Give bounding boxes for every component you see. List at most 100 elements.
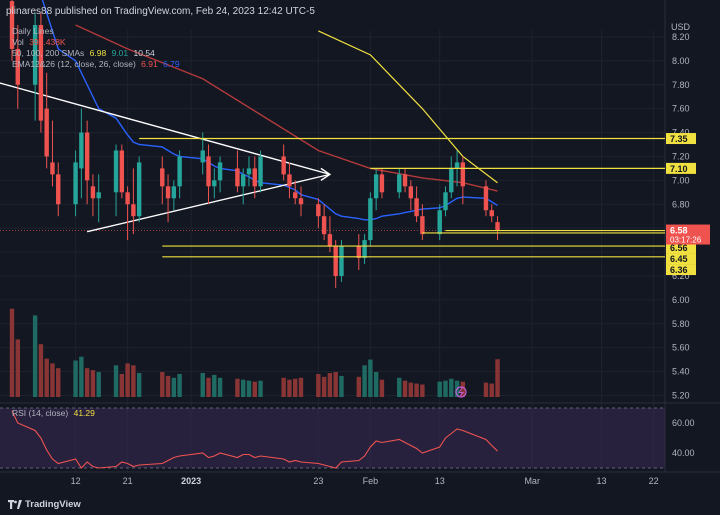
volume-bar — [131, 365, 136, 397]
candle-body — [414, 198, 419, 217]
volume-bar — [241, 379, 246, 397]
volume-bar — [119, 373, 125, 397]
volume-bar — [96, 372, 101, 397]
time-axis-tick: 22 — [649, 476, 659, 486]
tradingview-logo-icon — [8, 500, 22, 509]
time-axis-tick: 2023 — [181, 476, 201, 486]
candle-body — [84, 132, 90, 181]
volume-bar — [217, 377, 223, 397]
price-axis-tick: 5.40 — [672, 367, 690, 377]
candle-body — [483, 186, 489, 211]
candle-body — [160, 168, 165, 187]
candle-body — [460, 162, 466, 187]
level-label-bg — [666, 133, 696, 145]
candle-body — [241, 174, 246, 187]
volume-bar — [333, 372, 338, 397]
volume-bar — [44, 358, 49, 397]
candle-body — [449, 168, 454, 193]
volume-bar — [402, 380, 408, 397]
volume-bar — [136, 373, 142, 397]
candle-body — [443, 192, 448, 211]
volume-bar — [287, 379, 292, 397]
trendline — [0, 82, 331, 176]
candle-body — [339, 246, 344, 276]
volume-bar — [368, 359, 373, 397]
volume-bar — [483, 382, 489, 397]
level-label: 7.10 — [670, 164, 688, 174]
legend-rsi-value: 41.29 — [73, 408, 95, 418]
price-axis-tick: 5.60 — [672, 343, 690, 353]
volume-bar — [414, 383, 419, 397]
volume-bar — [206, 377, 211, 397]
candle-body — [177, 156, 182, 187]
volume-bar — [165, 375, 171, 397]
price-axis-tick: 7.20 — [672, 151, 690, 161]
candle-body — [454, 162, 460, 169]
level-label-bg — [666, 264, 696, 276]
candle-body — [200, 150, 205, 163]
candle-body — [212, 180, 217, 187]
volume-bar — [373, 372, 379, 397]
rsi-line — [11, 410, 498, 469]
time-axis-tick: 23 — [313, 476, 323, 486]
volume-bar — [397, 377, 402, 397]
candle-body — [44, 108, 49, 157]
volume-bar — [252, 381, 257, 397]
price-axis-tick: 5.80 — [672, 319, 690, 329]
volume-bar — [246, 380, 252, 397]
legend-rsi: RSI (14, close) 41.29 — [12, 408, 98, 418]
legend-rsi-label: RSI (14, close) — [12, 408, 69, 418]
candle-body — [298, 198, 304, 205]
level-label-bg — [666, 162, 696, 174]
volume-bar — [327, 373, 333, 397]
price-axis-tick: 7.80 — [672, 80, 690, 90]
candle-body — [316, 204, 321, 217]
volume-bar — [460, 381, 466, 397]
volume-bar — [90, 370, 96, 397]
candle-body — [293, 192, 298, 199]
candle-body — [373, 174, 379, 199]
last-price-value: 6.58 — [670, 226, 688, 236]
volume-bar — [258, 380, 263, 397]
candle-body — [206, 156, 211, 187]
volume-bar — [408, 382, 414, 397]
flash-icon-bolt — [458, 387, 465, 397]
candle-body — [321, 216, 327, 235]
candle-body — [252, 168, 257, 187]
candle-body — [379, 174, 385, 193]
price-axis-tick: 5.20 — [672, 390, 690, 400]
candle-body — [402, 174, 408, 187]
time-axis-tick: 13 — [597, 476, 607, 486]
legend-ema26-value: 6.79 — [163, 59, 180, 69]
price-axis-tick: 7.60 — [672, 104, 690, 114]
volume-bar — [449, 378, 454, 397]
legend-sma-label: 50, 100, 200 SMAs — [12, 48, 85, 58]
volume-bar — [235, 378, 240, 397]
legend-ema12-value: 6.91 — [141, 59, 158, 69]
volume-bar — [316, 373, 321, 397]
volume-bar — [298, 377, 304, 397]
price-axis-tick: 7.40 — [672, 128, 690, 138]
volume-bar — [339, 375, 344, 397]
last-price-countdown: 03:17:26 — [670, 236, 702, 245]
volume-bar — [50, 363, 55, 397]
volume-bar — [200, 373, 205, 397]
volume-bar — [9, 308, 15, 397]
volume-bar — [73, 360, 78, 397]
price-axis-tick: 8.20 — [672, 32, 690, 42]
price-axis-tick: 6.20 — [672, 271, 690, 281]
volume-bar — [362, 365, 367, 397]
time-axis-tick: 13 — [435, 476, 445, 486]
candle-body — [495, 222, 500, 231]
candle-body — [90, 186, 96, 199]
legend-volume-label: Vol — [12, 37, 24, 47]
candle-body — [246, 168, 252, 175]
candle-body — [368, 198, 373, 241]
brand-logo: TradingView — [8, 499, 81, 510]
rsi-band — [0, 408, 665, 468]
price-axis-tick: 6.00 — [672, 295, 690, 305]
candle-body — [38, 25, 44, 121]
price-axis-tick: 6.80 — [672, 199, 690, 209]
volume-bar — [177, 373, 182, 397]
